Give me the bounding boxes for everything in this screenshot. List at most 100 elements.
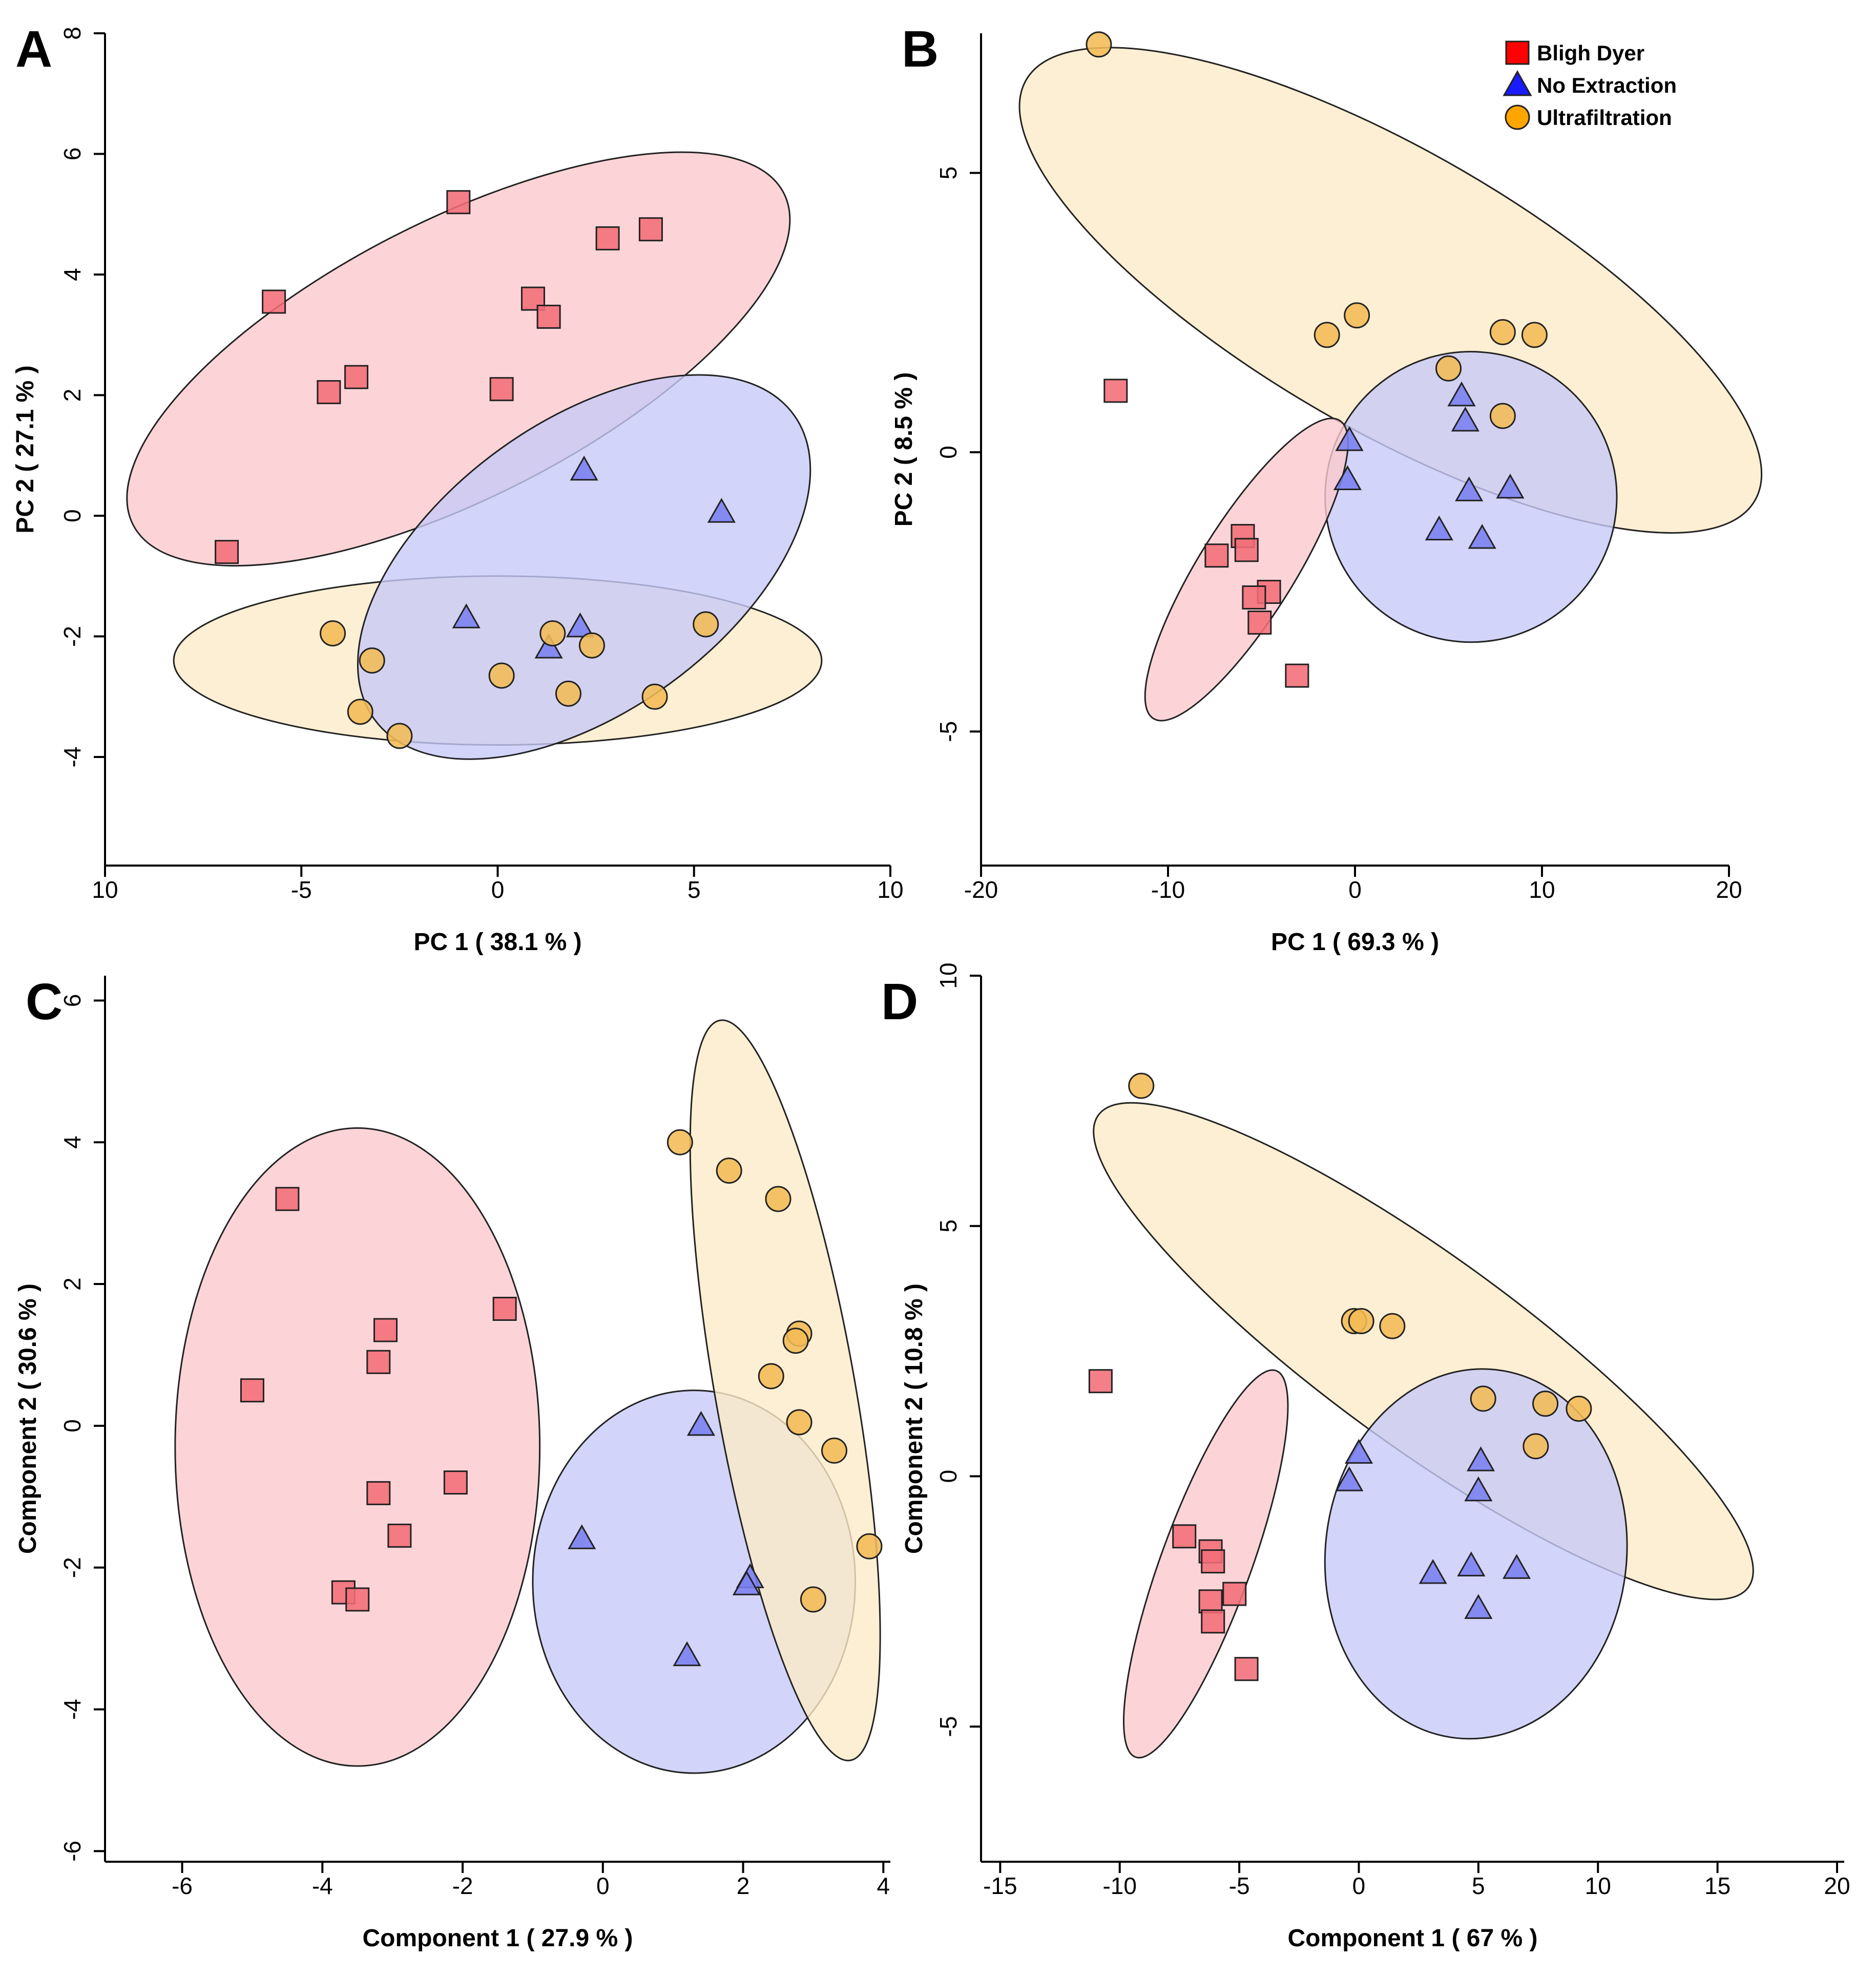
point-bligh-dyer xyxy=(1247,611,1272,635)
point-bligh-dyer xyxy=(1198,1589,1223,1614)
point-bligh-dyer xyxy=(492,1296,517,1321)
legend-label: Bligh Dyer xyxy=(1537,41,1644,65)
point-ultrafiltration xyxy=(1470,1385,1496,1412)
x-axis-title: Component 1 ( 27.9 % ) xyxy=(362,1925,633,1952)
point-no-extraction xyxy=(673,1641,701,1667)
y-tick-label: -2 xyxy=(59,626,86,647)
point-no-extraction xyxy=(686,1411,716,1436)
x-tick-label: 15 xyxy=(1704,1872,1731,1899)
point-bligh-dyer xyxy=(1201,1549,1225,1574)
point-bligh-dyer xyxy=(1088,1369,1113,1394)
point-bligh-dyer xyxy=(1204,543,1229,568)
point-bligh-dyer xyxy=(536,304,561,329)
point-ultrafiltration xyxy=(1489,403,1516,429)
point-ultrafiltration xyxy=(786,1409,812,1436)
point-bligh-dyer xyxy=(240,1378,264,1403)
y-axis-title: Component 2 ( 30.6 % ) xyxy=(14,1283,41,1554)
point-no-extraction xyxy=(1333,465,1362,490)
y-tick-label: 6 xyxy=(59,148,86,161)
ellipse-ultrafiltration xyxy=(689,1019,881,1761)
panel-letter-a: A xyxy=(15,20,52,78)
y-tick-label: -5 xyxy=(935,721,962,742)
x-tick-label: -10 xyxy=(1151,876,1185,903)
point-ultrafiltration xyxy=(1523,1433,1549,1460)
x-axis-title: PC 1 ( 38.1 % ) xyxy=(413,929,581,956)
legend: Bligh Dyer No Extraction Ultrafiltration xyxy=(1503,40,1677,130)
panel-d: -15 -10 -5 0 5 10 15 20 -5 0 5 10 Component 1 ( 67 %… xyxy=(881,962,1850,1952)
x-tick-label: -10 xyxy=(1102,1872,1136,1899)
point-bligh-dyer xyxy=(317,380,341,405)
legend-label: No Extraction xyxy=(1537,73,1677,97)
point-ultrafiltration xyxy=(1566,1395,1592,1422)
point-ultrafiltration xyxy=(555,680,581,707)
panel-letter-b: B xyxy=(902,20,939,78)
point-bligh-dyer xyxy=(366,1350,391,1374)
y-tick-label: 4 xyxy=(59,1135,86,1149)
x-tick-label: 2 xyxy=(737,1872,750,1899)
point-ultrafiltration xyxy=(320,620,346,647)
panel-b: -20 -10 0 10 20 -5 0 5 PC 1 ( 69.3 % ) PC 2 ( 8.5… xyxy=(890,20,1763,956)
point-ultrafiltration xyxy=(782,1328,809,1354)
point-ultrafiltration xyxy=(1532,1391,1559,1417)
point-no-extraction xyxy=(1425,515,1453,541)
x-axis-title: PC 1 ( 69.3 % ) xyxy=(1271,929,1439,956)
point-bligh-dyer xyxy=(1201,1609,1225,1634)
point-bligh-dyer xyxy=(446,190,471,215)
y-tick-label: 0 xyxy=(59,1419,86,1433)
ellipse-bligh-dyer xyxy=(174,1127,541,1767)
point-bligh-dyer xyxy=(387,1523,412,1548)
y-axis-title: Component 2 ( 10.8 % ) xyxy=(901,1283,928,1554)
point-ultrafiltration xyxy=(1344,302,1370,329)
point-no-extraction xyxy=(1335,426,1364,451)
x-tick-label: 10 xyxy=(1585,1872,1611,1899)
point-no-extraction xyxy=(534,634,563,659)
x-tick-label: -5 xyxy=(1229,1872,1250,1899)
x-tick-label: -20 xyxy=(964,876,998,903)
point-bligh-dyer xyxy=(1234,1657,1259,1681)
point-ultrafiltration xyxy=(1521,322,1548,348)
point-no-extraction xyxy=(1466,1446,1495,1471)
x-tick-label: -2 xyxy=(452,1872,473,1899)
legend-marker-ultrafiltration xyxy=(1505,104,1530,130)
legend-marker-no-extraction xyxy=(1503,70,1532,96)
panel-letter-d: D xyxy=(881,973,918,1030)
x-axis-title: Component 1 ( 67 % ) xyxy=(1287,1925,1537,1952)
point-ultrafiltration xyxy=(578,632,605,659)
x-tick-label: 0 xyxy=(1348,876,1362,903)
panel-a: 10 -5 0 5 10 -4 -2 0 2 4 6 8 PC 1 ( 38.1 % ) PC 2 ( 2… xyxy=(12,20,904,956)
y-tick-label: 10 xyxy=(935,962,962,988)
point-ultrafiltration xyxy=(1435,355,1462,382)
point-no-extraction xyxy=(1447,381,1476,407)
y-tick-label: 2 xyxy=(59,389,86,402)
point-no-extraction xyxy=(566,612,595,638)
point-no-extraction xyxy=(568,1524,596,1549)
y-tick-label: -2 xyxy=(59,1557,86,1578)
y-axis-title: PC 2 ( 8.5 % ) xyxy=(890,372,918,527)
x-tick-label: 0 xyxy=(596,1872,610,1899)
point-bligh-dyer xyxy=(1285,663,1309,688)
point-ultrafiltration xyxy=(1128,1072,1155,1099)
point-no-extraction xyxy=(1455,476,1484,501)
point-ultrafiltration xyxy=(856,1533,883,1560)
point-bligh-dyer xyxy=(489,377,514,402)
y-tick-label: 0 xyxy=(59,509,86,522)
point-ultrafiltration xyxy=(539,620,566,647)
point-bligh-dyer xyxy=(366,1481,391,1505)
x-tick-label: -5 xyxy=(291,876,312,903)
point-ultrafiltration xyxy=(716,1158,742,1184)
point-bligh-dyer xyxy=(1172,1524,1197,1549)
point-no-extraction xyxy=(1419,1559,1447,1584)
x-tick-label: 0 xyxy=(491,876,505,903)
point-bligh-dyer xyxy=(443,1470,468,1495)
y-axis-title: PC 2 ( 27.1 % ) xyxy=(12,365,39,533)
point-no-extraction xyxy=(707,498,736,523)
point-no-extraction xyxy=(1464,1476,1493,1502)
x-tick-label: 10 xyxy=(1529,876,1555,903)
point-no-extraction xyxy=(1344,1439,1373,1464)
point-bligh-dyer xyxy=(215,540,239,564)
panel-c: -6 -4 -2 0 2 4 -6 -4 -2 0 2 4 6 Component 1 ( 27.9 % … xyxy=(14,973,890,1952)
y-tick-label: 2 xyxy=(59,1277,86,1291)
ellipse-no-extraction xyxy=(357,374,811,760)
x-tick-label: 5 xyxy=(1472,1872,1485,1899)
y-tick-label: -4 xyxy=(59,1699,86,1720)
